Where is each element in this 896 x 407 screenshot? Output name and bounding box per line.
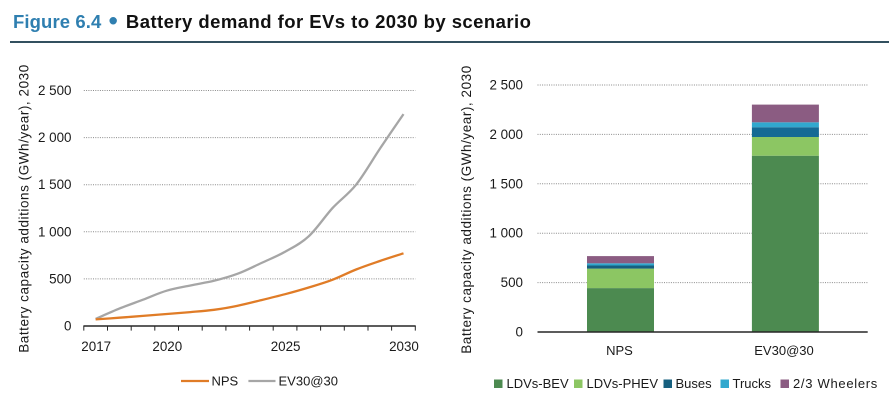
svg-text:2020: 2020 — [152, 339, 182, 354]
svg-text:500: 500 — [49, 271, 71, 286]
svg-text:NPS: NPS — [212, 374, 239, 389]
svg-text:LDVs-PHEV: LDVs-PHEV — [587, 376, 659, 391]
svg-text:2/3 Wheelers: 2/3 Wheelers — [793, 376, 878, 391]
svg-text:1 500: 1 500 — [489, 176, 523, 191]
svg-text:1 500: 1 500 — [38, 177, 72, 192]
svg-text:2017: 2017 — [81, 339, 111, 354]
svg-text:EV30@30: EV30@30 — [754, 343, 813, 358]
svg-text:2030: 2030 — [389, 339, 419, 354]
svg-text:0: 0 — [516, 325, 523, 340]
svg-text:0: 0 — [64, 319, 71, 334]
svg-text:2 500: 2 500 — [489, 78, 523, 93]
svg-text:Battery capacity additions (GW: Battery capacity additions (GWh/year), 2… — [459, 65, 474, 354]
svg-text:2 500: 2 500 — [38, 83, 72, 98]
svg-text:2 000: 2 000 — [489, 127, 523, 142]
svg-text:NPS: NPS — [606, 343, 633, 358]
svg-text:1 000: 1 000 — [38, 224, 72, 239]
svg-text:LDVs-BEV: LDVs-BEV — [507, 376, 569, 391]
svg-text:Battery capacity additions (GW: Battery capacity additions (GWh/year), 2… — [17, 64, 32, 353]
svg-text:2025: 2025 — [271, 339, 301, 354]
svg-text:1 000: 1 000 — [489, 226, 523, 241]
svg-text:Buses: Buses — [676, 376, 713, 391]
svg-text:2 000: 2 000 — [38, 130, 72, 145]
svg-text:500: 500 — [501, 275, 523, 290]
svg-text:EV30@30: EV30@30 — [279, 374, 338, 389]
svg-text:Trucks: Trucks — [733, 376, 772, 391]
